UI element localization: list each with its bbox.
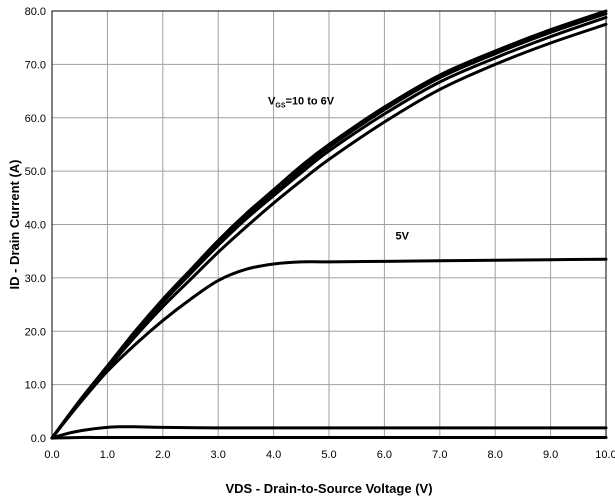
x-tick-label: 8.0	[488, 449, 503, 461]
plot-frame	[51, 10, 607, 439]
curve-series-4	[50, 257, 608, 440]
y-tick-label: 20.0	[25, 326, 46, 338]
y-tick-label: 10.0	[25, 380, 46, 392]
y-tick-label: 0.0	[31, 433, 46, 445]
y-tick-label: 50.0	[25, 166, 46, 178]
x-tick-label: 7.0	[432, 449, 447, 461]
curve-annotations: VGS=10 to 6V 5V	[268, 95, 410, 242]
y-axis-title: ID - Drain Current (A)	[7, 160, 22, 290]
x-tick-label: 2.0	[155, 449, 170, 461]
curve-annotation-0: VGS=10 to 6V	[268, 95, 335, 109]
x-tick-labels: 0.0 1.0 2.0 3.0 4.0 5.0 6.0 7.0 8.0 9.0 10.0	[44, 449, 615, 461]
x-tick-label: 5.0	[321, 449, 336, 461]
y-tick-label: 80.0	[25, 6, 46, 18]
curve-annotation-1: 5V	[395, 230, 409, 242]
y-tick-label: 60.0	[25, 113, 46, 125]
curve-series-5	[50, 425, 608, 440]
curves	[50, 9, 608, 440]
y-tick-labels: 0.0 10.0 20.0 30.0 40.0 50.0 60.0 70.0 80.0	[25, 6, 46, 445]
x-tick-label: 9.0	[543, 449, 558, 461]
curve-series-6	[50, 435, 608, 440]
y-tick-label: 30.0	[25, 273, 46, 285]
grid-lines	[51, 10, 607, 439]
x-tick-label: 10.0	[595, 449, 615, 461]
y-tick-label: 70.0	[25, 59, 46, 71]
curve-series-3	[50, 22, 608, 440]
x-tick-label: 3.0	[211, 449, 226, 461]
x-tick-label: 0.0	[44, 449, 59, 461]
y-tick-label: 40.0	[25, 220, 46, 232]
x-tick-label: 1.0	[100, 449, 115, 461]
x-tick-label: 6.0	[377, 449, 392, 461]
x-axis-title: VDS - Drain-to-Source Voltage (V)	[225, 481, 432, 496]
x-tick-label: 4.0	[266, 449, 281, 461]
